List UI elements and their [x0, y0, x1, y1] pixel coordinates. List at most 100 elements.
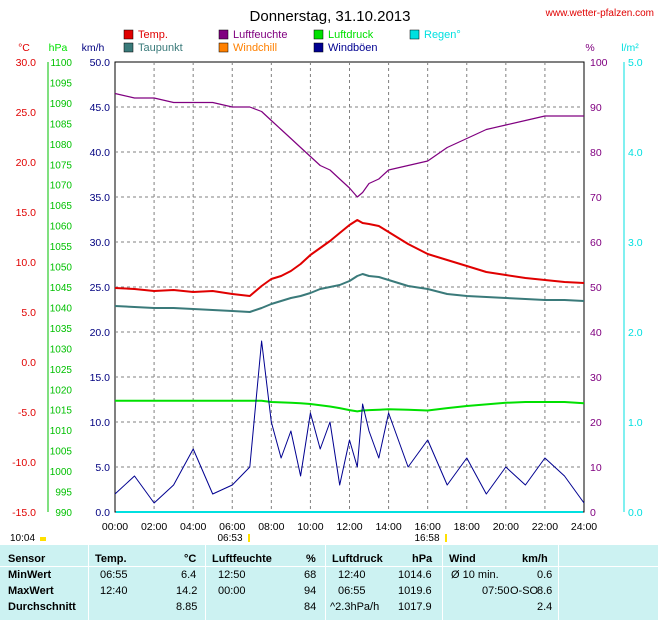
- weather-chart: Donnerstag, 31.10.2013 www.wetter-pfalze…: [10, 8, 654, 544]
- temp-tick-9: -15.0: [12, 507, 36, 519]
- header-pressure: Luftdruck: [332, 553, 383, 565]
- time-tick-11: 22:00: [532, 521, 558, 533]
- humidity-tick-6: 40: [590, 327, 602, 339]
- sunshine-duration: 10:04: [10, 533, 35, 544]
- sunset-marker: [445, 534, 447, 542]
- legend-swatch-1: [218, 29, 229, 40]
- wind-tick-6: 20.0: [90, 327, 111, 339]
- series-line-1: [114, 273, 585, 313]
- pressure-tick-17: 1015: [50, 406, 73, 417]
- rain-tick-5: 0.0: [628, 507, 643, 519]
- time-tick-12: 24:00: [571, 521, 597, 533]
- legend-swatch-6: [313, 42, 324, 53]
- pressure-tick-21: 995: [55, 488, 72, 499]
- legend-label-1: Luftfeuchte: [233, 29, 287, 41]
- time-tick-10: 20:00: [493, 521, 519, 533]
- max-wind-time: 07:50: [482, 585, 510, 597]
- rain-zero-line: [116, 511, 583, 513]
- wind-tick-4: 30.0: [90, 237, 111, 249]
- time-tick-2: 04:00: [180, 521, 206, 533]
- time-tick-0: 00:00: [102, 521, 128, 533]
- time-tick-8: 16:00: [415, 521, 441, 533]
- wind-tick-5: 25.0: [90, 282, 111, 294]
- humidity-tick-3: 70: [590, 192, 602, 204]
- grid: [115, 62, 584, 512]
- max-temp-time: 12:40: [100, 585, 128, 597]
- pressure-tick-16: 1020: [50, 385, 73, 396]
- unit-humidity: %: [585, 42, 594, 54]
- max-wind-value: 8.6: [537, 585, 553, 597]
- min-press-time: 12:40: [338, 569, 366, 581]
- temp-tick-7: -5.0: [18, 407, 36, 419]
- sunrise-marker: [248, 534, 250, 542]
- unit-temp: °C: [18, 42, 30, 54]
- pressure-tick-6: 1070: [50, 181, 73, 192]
- time-tick-5: 10:00: [297, 521, 323, 533]
- legend-swatch-3: [409, 29, 420, 40]
- header-sensor: Sensor: [8, 553, 46, 565]
- temp-tick-6: 0.0: [21, 357, 36, 369]
- legend-swatch-4: [123, 42, 134, 53]
- temp-tick-2: 20.0: [16, 157, 37, 169]
- humidity-tick-9: 10: [590, 462, 602, 474]
- legend-swatch-0: [123, 29, 134, 40]
- wind-tick-10: 0.0: [95, 507, 110, 519]
- legend-label-4: Taupunkt: [138, 42, 183, 54]
- series-line-3: [115, 399, 585, 413]
- header-wind: Wind: [449, 553, 476, 565]
- humidity-tick-8: 20: [590, 417, 602, 429]
- pressure-tick-5: 1075: [50, 160, 73, 171]
- temp-tick-0: 30.0: [16, 57, 37, 69]
- wind-tick-0: 50.0: [90, 57, 111, 69]
- avg-hum-value: 84: [304, 601, 317, 613]
- wind-tick-3: 35.0: [90, 192, 111, 204]
- humidity-tick-5: 50: [590, 282, 602, 294]
- row-max-label: MaxWert: [8, 585, 54, 597]
- pressure-tick-12: 1040: [50, 303, 73, 314]
- sunrise-label: 06:53: [217, 533, 242, 544]
- temp-tick-1: 25.0: [16, 107, 37, 119]
- header-temp: Temp.: [95, 553, 127, 565]
- rain-tick-3: 2.0: [628, 327, 643, 339]
- min-temp-value: 6.4: [181, 569, 197, 581]
- unit-pressure: hPa: [49, 42, 68, 54]
- max-hum-value: 94: [304, 585, 317, 597]
- max-press-time: 06:55: [338, 585, 366, 597]
- max-press-value: 1019.6: [398, 585, 432, 597]
- pressure-tick-14: 1030: [50, 344, 73, 355]
- avg-wind-value: 2.4: [537, 601, 553, 613]
- legend-label-5: Windchill: [233, 42, 277, 54]
- series: [114, 92, 585, 504]
- temp-tick-3: 15.0: [16, 207, 37, 219]
- humidity-tick-10: 0: [590, 507, 596, 519]
- legend-label-3: Regen°: [424, 29, 461, 41]
- site-url: www.wetter-pfalzen.com: [545, 8, 654, 19]
- legend-swatch-2: [313, 29, 324, 40]
- time-tick-3: 06:00: [219, 521, 245, 533]
- pressure-tick-22: 990: [55, 508, 72, 519]
- temp-tick-5: 5.0: [21, 307, 36, 319]
- pressure-tick-1: 1095: [50, 78, 73, 89]
- pressure-tick-20: 1000: [50, 467, 73, 478]
- pressure-tick-9: 1055: [50, 242, 73, 253]
- humidity-tick-4: 60: [590, 237, 602, 249]
- temp-tick-8: -10.0: [12, 457, 36, 469]
- rain-tick-2: 3.0: [628, 237, 643, 249]
- min-hum-time: 12:50: [218, 569, 246, 581]
- header-wind-unit: km/h: [522, 553, 548, 565]
- humidity-tick-2: 80: [590, 147, 602, 159]
- rain-tick-0: 5.0: [628, 57, 643, 69]
- wind-tick-1: 45.0: [90, 102, 111, 114]
- temp-tick-4: 10.0: [16, 257, 37, 269]
- humidity-tick-1: 90: [590, 102, 602, 114]
- min-press-value: 1014.6: [398, 569, 432, 581]
- avg-press-trend: ^2.3hPa/h: [330, 601, 380, 613]
- series-line-0: [114, 219, 585, 297]
- min-wind-label: Ø 10 min.: [451, 569, 499, 581]
- sunset-label: 16:58: [414, 533, 439, 544]
- max-hum-time: 00:00: [218, 585, 246, 597]
- header-humidity-unit: %: [306, 553, 316, 565]
- pressure-tick-15: 1025: [50, 365, 73, 376]
- max-temp-value: 14.2: [176, 585, 198, 597]
- header-pressure-unit: hPa: [412, 553, 433, 565]
